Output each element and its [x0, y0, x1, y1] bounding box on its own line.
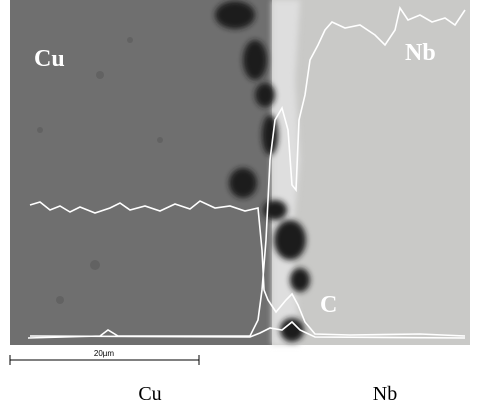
- scale-bar: 20µm: [9, 349, 200, 365]
- cu-spots: [37, 37, 163, 304]
- cu-region: [10, 0, 272, 345]
- nb-profile: [27, 6, 466, 339]
- scale-label: 20µm: [94, 349, 115, 358]
- c-label: C: [320, 292, 337, 318]
- cu-profile: [29, 200, 466, 337]
- nb-label: Nb: [405, 40, 436, 66]
- cu-label: Cu: [34, 46, 65, 72]
- c-profile: [29, 320, 466, 339]
- caption-left: Cu: [138, 383, 161, 405]
- caption-right: Nb: [373, 383, 397, 405]
- micrograph: Cu Nb C: [10, 0, 470, 345]
- interface-bright: [272, 0, 300, 345]
